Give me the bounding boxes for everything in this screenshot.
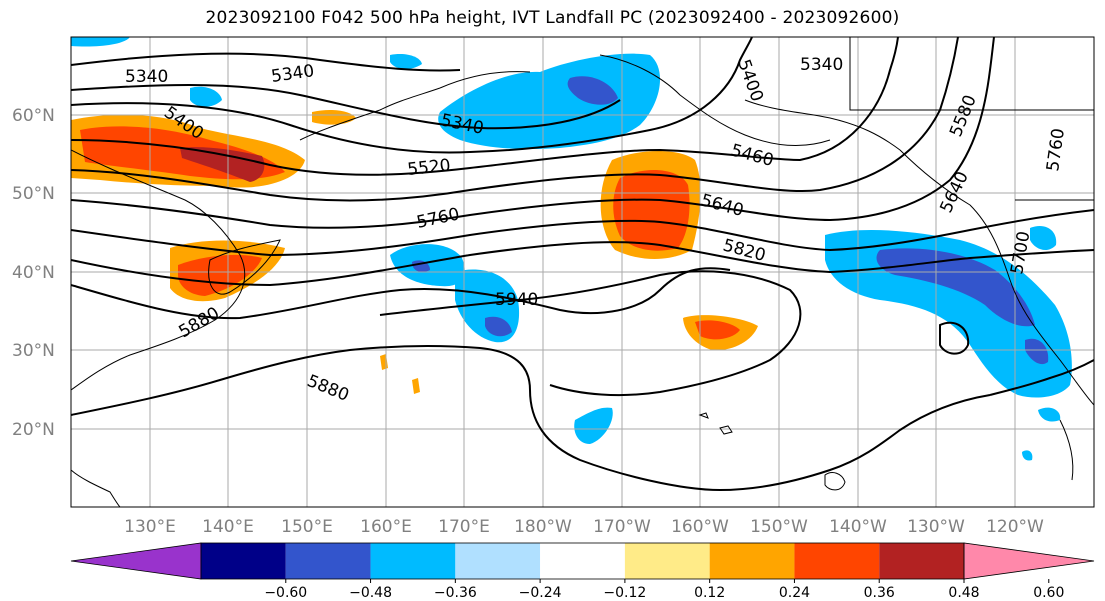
- lon-label-160e: 160°E: [360, 517, 412, 537]
- colorbar-segment: [879, 543, 964, 579]
- lon-label-150e: 150°E: [281, 517, 333, 537]
- coastlines: [71, 37, 1094, 507]
- colorbar-tick-label: 0.24: [779, 585, 810, 601]
- colorbar-tick-label: 0.60: [1033, 585, 1064, 601]
- ivt-negative-region-canada: [1030, 225, 1057, 251]
- lon-label-120w: 120°W: [986, 517, 1044, 537]
- ivt-negative-region-nw: [190, 86, 222, 107]
- colorbar-segment: [540, 543, 625, 579]
- ivt-negative-region-topleft: [71, 37, 130, 47]
- ivt-negative-core-bering: [567, 76, 618, 105]
- plot-area: 5340 5340 5340 5340 5400 5400 5460 5520 …: [71, 37, 1094, 507]
- lat-label-30: 30°N: [12, 341, 55, 361]
- lon-label-140e: 140°E: [202, 517, 254, 537]
- colorbar-tick-label: 0.36: [864, 585, 895, 601]
- ivt-peak-region-asia: [180, 147, 265, 182]
- lat-label-50: 50°N: [12, 184, 55, 204]
- latitude-labels: 60°N 50°N 40°N 30°N 20°N: [12, 106, 55, 440]
- lon-label-170w: 170°W: [593, 517, 651, 537]
- ivt-shading: [71, 37, 1072, 461]
- colorbar-outline: [200, 542, 965, 580]
- lon-label-170e: 170°E: [438, 517, 490, 537]
- colorbar-tick-label: −0.48: [349, 585, 392, 601]
- colorbar-tick-label: −0.36: [434, 585, 477, 601]
- colorbar-tick-label: −0.24: [519, 585, 562, 601]
- colorbar-tick-label: −0.60: [264, 585, 307, 601]
- ivt-negative-core-ne: [876, 248, 1035, 327]
- lon-label-150w: 150°W: [750, 517, 808, 537]
- colorbar-segment: [455, 543, 541, 579]
- height-contours: [71, 37, 1094, 492]
- ivt-negative-region-southcentral: [574, 407, 613, 444]
- colorbar-segment: [370, 543, 456, 579]
- ivt-patch-orange-1: [312, 110, 356, 125]
- lon-label-140w: 140°W: [829, 517, 887, 537]
- colorbar-tick-label: 0.48: [948, 585, 979, 601]
- colorbar-segment: [709, 543, 795, 579]
- ivt-strong-region-central: [613, 169, 690, 251]
- lon-label-160w: 160°W: [671, 517, 729, 537]
- ivt-strong-region-japan: [178, 254, 262, 296]
- contour-label-8: 5520: [406, 156, 451, 180]
- ivt-strong-region-hawaii-n: [695, 320, 740, 340]
- lon-label-130w: 130°W: [907, 517, 965, 537]
- colorbar-extend-low: [70, 542, 202, 580]
- colorbar-tick-label: −0.12: [603, 585, 646, 601]
- colorbar-tick-label: 0.12: [694, 585, 725, 601]
- ivt-negative-region-bering: [438, 53, 661, 150]
- contour-label-1: 5340: [125, 67, 168, 87]
- ivt-negative-region-se2: [1022, 450, 1033, 461]
- colorbar: [70, 542, 1095, 580]
- colorbar-segment: [624, 543, 710, 579]
- longitude-labels: 130°E 140°E 150°E 160°E 170°E 180°W 170°…: [124, 517, 1044, 537]
- lat-label-20: 20°N: [12, 420, 55, 440]
- colorbar-tick-labels: −0.60 −0.48 −0.36 −0.24 −0.12 0.12 0.24 0.36 0.4…: [264, 579, 1064, 601]
- colorbar-segment: [794, 543, 880, 579]
- lat-label-60: 60°N: [12, 106, 55, 126]
- map-title: 2023092100 F042 500 hPa height, IVT Land…: [205, 8, 900, 28]
- ivt-negative-region-se: [1038, 407, 1061, 422]
- contour-label-4: 5340: [800, 55, 843, 75]
- ivt-negative-core-midpacific: [485, 316, 512, 337]
- lat-label-40: 40°N: [12, 263, 55, 283]
- contour-label-17: 5940: [495, 290, 538, 310]
- ivt-negative-region-island: [390, 54, 422, 70]
- ivt-negative-core-ne-2: [1025, 338, 1049, 365]
- colorbar-extend-high: [963, 542, 1095, 580]
- lon-label-180w: 180°W: [514, 517, 572, 537]
- colorbar-segment: [201, 543, 286, 579]
- lon-label-130e: 130°E: [124, 517, 176, 537]
- ivt-patch-orange-3: [412, 378, 420, 394]
- plot-border: [70, 36, 1095, 508]
- colorbar-segment: [285, 543, 371, 579]
